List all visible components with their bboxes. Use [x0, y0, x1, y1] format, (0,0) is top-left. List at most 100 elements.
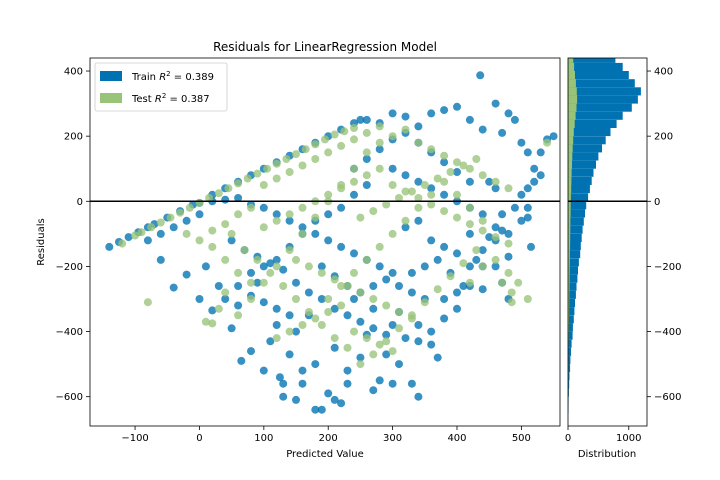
test-point [263, 164, 272, 173]
train-histogram-bar [568, 176, 592, 185]
test-point [317, 321, 326, 329]
train-point [382, 350, 391, 359]
test-histogram-bar [568, 201, 571, 210]
train-point [337, 203, 346, 212]
train-point [440, 242, 449, 251]
train-histogram-bar [568, 201, 587, 210]
y-tick-label: −200 [56, 262, 83, 273]
test-point [253, 255, 262, 264]
x-tick-label: −100 [121, 433, 148, 444]
test-point [465, 164, 474, 173]
train-point [317, 295, 326, 303]
test-point [440, 207, 449, 216]
train-histogram-bar [568, 323, 573, 332]
test-point [247, 278, 255, 287]
train-histogram-bar [568, 347, 571, 356]
test-point [243, 174, 252, 183]
test-point [459, 161, 468, 170]
test-point [507, 288, 516, 297]
test-histogram-bar [568, 128, 574, 137]
train-point [214, 282, 223, 290]
train-point [259, 262, 268, 271]
test-point [375, 122, 384, 131]
train-point [388, 164, 397, 173]
train-point [504, 252, 513, 261]
train-point [221, 195, 230, 204]
train-point [517, 216, 526, 225]
train-point [536, 148, 545, 157]
test-point [272, 262, 281, 271]
test-histogram-bar [568, 307, 570, 316]
train-point [420, 262, 429, 271]
test-point [304, 308, 313, 316]
train-point [453, 168, 461, 176]
train-point [275, 373, 284, 382]
train-point [292, 395, 300, 404]
test-histogram-bar [568, 290, 570, 299]
test-point [465, 220, 474, 229]
train-point [343, 366, 352, 375]
test-point [259, 223, 268, 232]
train-point [272, 255, 281, 264]
x-axis-label: Predicted Value [286, 449, 364, 460]
test-point [401, 187, 410, 196]
test-point [292, 150, 300, 159]
train-point [169, 283, 178, 292]
train-histogram-bar [568, 266, 578, 275]
test-point [478, 216, 487, 225]
train-point [523, 213, 532, 222]
test-point [491, 233, 500, 242]
test-histogram-bar [568, 87, 577, 96]
train-histogram-bar [568, 299, 575, 308]
test-histogram-bar [568, 62, 575, 71]
train-point [298, 223, 307, 232]
test-point [491, 255, 500, 264]
train-point [350, 190, 358, 199]
train-point [330, 343, 339, 352]
train-point [356, 115, 365, 124]
train-histogram-bar [568, 136, 606, 145]
test-point [478, 226, 487, 235]
test-point [504, 268, 513, 277]
legend-swatch-train [100, 71, 122, 81]
test-point [201, 317, 210, 326]
train-point [195, 210, 204, 219]
test-point [205, 194, 214, 202]
train-point [388, 321, 397, 329]
train-histogram-bar [568, 209, 585, 218]
train-histogram-bar [568, 128, 611, 137]
test-histogram-bar [568, 315, 569, 324]
test-point [369, 207, 378, 216]
train-point [324, 210, 333, 219]
train-point [375, 262, 384, 271]
test-point [465, 278, 474, 287]
test-point [317, 268, 326, 277]
train-point [478, 125, 487, 134]
test-point [214, 189, 223, 198]
train-point [433, 255, 442, 264]
test-point [420, 181, 429, 189]
test-point [388, 347, 397, 356]
train-point [350, 249, 358, 258]
train-histogram-bar [568, 282, 577, 291]
test-histogram-bar [568, 299, 570, 308]
histogram-y-tick-label: −400 [654, 327, 681, 338]
train-point [253, 278, 262, 287]
test-point [330, 334, 339, 343]
test-histogram-bar [568, 58, 574, 63]
test-point [350, 164, 358, 173]
train-point [523, 203, 532, 212]
train-point [530, 177, 539, 186]
test-point [375, 164, 384, 173]
test-point [414, 138, 423, 147]
test-point [395, 308, 403, 316]
train-histogram-bar [568, 380, 570, 389]
train-point [156, 229, 165, 238]
test-point [321, 135, 329, 144]
train-histogram-bar [568, 79, 635, 88]
train-point [440, 158, 449, 167]
test-point [375, 242, 384, 251]
train-point [247, 268, 255, 277]
train-point [504, 109, 513, 118]
